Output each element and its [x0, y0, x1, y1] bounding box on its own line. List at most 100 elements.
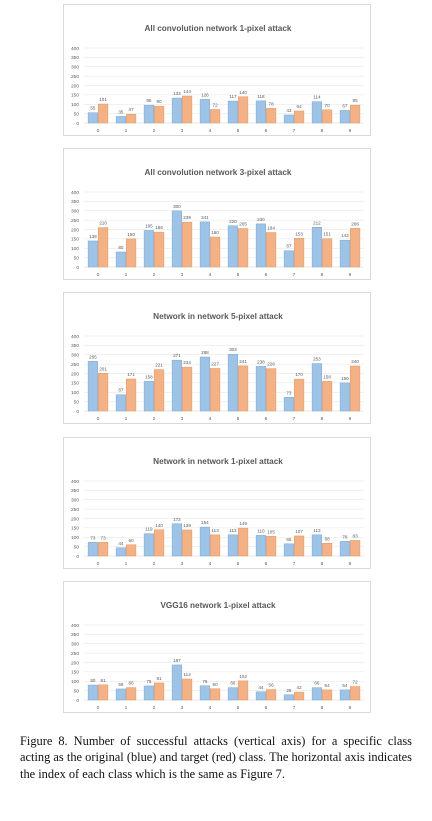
x-tick-label: 3	[181, 272, 184, 278]
bar-original	[283, 250, 294, 268]
bar-target	[98, 684, 109, 701]
x-tick-label: 5	[237, 128, 240, 134]
bar-original	[311, 227, 322, 268]
x-tick-label: 2	[153, 561, 156, 567]
bar-target	[182, 529, 193, 557]
bar-target	[126, 544, 137, 557]
bar-original	[87, 112, 98, 124]
data-label: 239	[183, 215, 191, 220]
bar-original	[283, 397, 294, 412]
bar-original	[199, 99, 210, 124]
bar-target	[350, 540, 361, 557]
bar-original	[171, 210, 182, 268]
data-label: 139	[89, 234, 97, 239]
data-label: 140	[239, 90, 247, 95]
bar-target	[322, 238, 333, 268]
data-label: 158	[323, 374, 331, 379]
data-label: 139	[183, 523, 191, 528]
data-label: 300	[173, 204, 181, 209]
bar-target	[266, 232, 277, 268]
bar-target	[266, 108, 277, 124]
data-label: 67	[342, 103, 348, 108]
chart-svg-3: Network in network 1-pixel attack0501001…	[71, 457, 364, 567]
x-tick-label: 9	[349, 705, 352, 711]
bar-target	[350, 228, 361, 268]
x-tick-label: 1	[125, 416, 128, 422]
chart-title: Network in network 5-pixel attack	[153, 312, 283, 321]
y-tick-label: 350	[71, 55, 79, 61]
bar-target	[98, 227, 109, 268]
x-tick-label: 4	[209, 561, 212, 567]
figure-caption: Figure 8. Number of successful attacks (…	[20, 734, 412, 781]
bar-target	[182, 678, 193, 701]
data-label: 154	[201, 520, 209, 525]
bar-original	[311, 534, 322, 557]
bar-target	[126, 113, 137, 124]
data-label: 227	[211, 361, 219, 366]
bar-original	[227, 100, 238, 124]
x-tick-label: 2	[153, 416, 156, 422]
data-label: 172	[173, 517, 181, 522]
data-label: 54	[342, 683, 348, 688]
bar-target	[322, 543, 333, 557]
data-label: 206	[351, 221, 359, 226]
chart-svg-0: All convolution network 1-pixel attack 0 5…	[71, 24, 364, 134]
data-label: 186	[155, 225, 163, 230]
bar-original	[255, 691, 266, 701]
y-tick-label: 100	[71, 246, 79, 252]
data-label: 226	[267, 362, 275, 367]
data-label: 140	[155, 523, 163, 528]
data-label: 212	[313, 220, 321, 225]
bar-original	[227, 687, 238, 701]
bar-target	[322, 109, 333, 124]
x-tick-label: 9	[349, 416, 352, 422]
data-label: 288	[201, 350, 209, 355]
data-label: 113	[229, 528, 237, 533]
chart-svg-4: VGG16 network 1-pixel attack050100150200…	[71, 601, 364, 711]
bar-target	[182, 95, 193, 124]
bar-original	[227, 225, 238, 268]
y-tick-label: 350	[71, 343, 79, 349]
x-tick-label: 0	[97, 128, 100, 134]
x-tick-label: 0	[97, 705, 100, 711]
data-label: 72	[213, 103, 219, 108]
data-label: 158	[145, 374, 153, 379]
bar-target	[98, 103, 109, 124]
y-tick-label: 400	[71, 479, 79, 485]
y-tick-label: 150	[71, 670, 79, 676]
bar-original	[199, 356, 210, 412]
data-label: 118	[257, 94, 265, 99]
y-tick-label: 50	[74, 255, 80, 261]
data-label: 75	[146, 679, 152, 684]
x-tick-label: 4	[209, 272, 212, 278]
data-label: 230	[257, 217, 265, 222]
data-label: 210	[99, 221, 107, 226]
x-tick-label: 5	[237, 561, 240, 567]
y-tick-label: 0	[76, 698, 79, 704]
data-label: 187	[173, 658, 181, 663]
bar-original	[171, 664, 182, 701]
y-tick-label: 250	[71, 651, 79, 657]
data-label: 119	[145, 527, 153, 532]
data-label: 73	[101, 535, 107, 540]
y-tick-label: 350	[71, 199, 79, 205]
data-label: 59	[118, 682, 124, 687]
y-tick-label: 200	[71, 660, 79, 666]
data-label: 205	[239, 222, 247, 227]
bar-original	[255, 535, 266, 557]
bar-target	[126, 378, 137, 412]
bar-original	[143, 104, 154, 124]
y-tick-label: 100	[71, 102, 79, 108]
data-label: 95	[146, 98, 152, 103]
chart-svg-2: Network in network 5-pixel attack0501001…	[71, 312, 364, 422]
bar-target	[210, 109, 221, 124]
data-label: 80	[118, 245, 124, 250]
bar-original	[87, 240, 98, 268]
data-label: 95	[353, 98, 359, 103]
data-label: 47	[129, 107, 135, 112]
data-label: 56	[269, 683, 275, 688]
bar-original	[339, 541, 350, 557]
x-tick-label: 8	[321, 705, 324, 711]
bar-original	[171, 359, 182, 412]
bar-target	[238, 365, 249, 412]
